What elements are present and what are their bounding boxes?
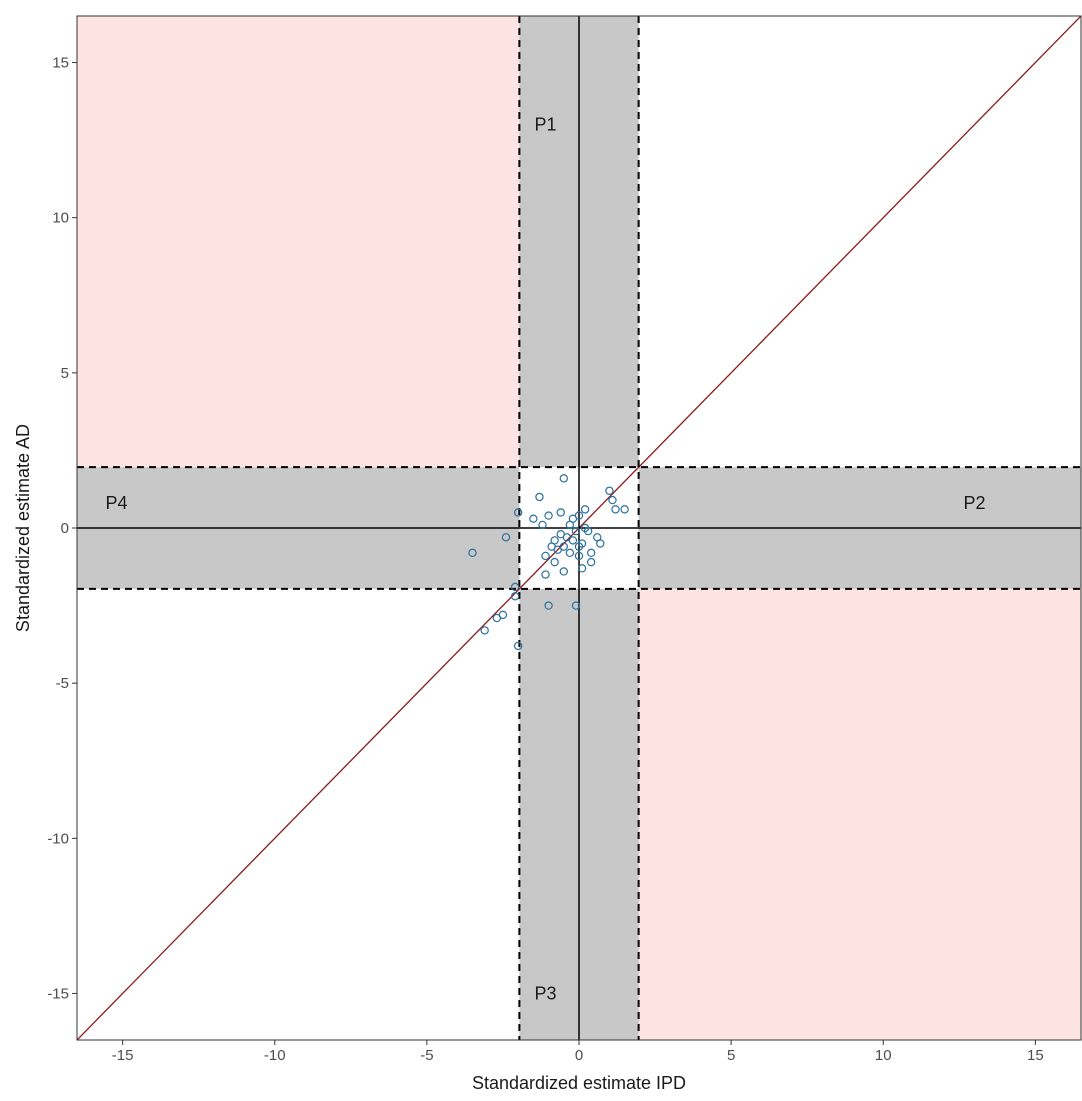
x-tick-label: 0 (575, 1047, 583, 1064)
data-point (580, 505, 590, 514)
region-label-layer: P1 P2 P3 P4 (106, 115, 986, 1004)
data-point (501, 533, 511, 542)
data-point (605, 486, 614, 495)
data-point (620, 505, 629, 514)
data-point (574, 551, 584, 561)
data-point (541, 570, 550, 579)
x-tick-label: -15 (112, 1047, 134, 1064)
region-label-p1: P1 (535, 115, 557, 135)
data-point (583, 526, 593, 536)
data-point (513, 508, 523, 517)
y-tick-label: -5 (56, 675, 69, 692)
data-point (550, 557, 559, 567)
discordant-region-bottom-right (638, 588, 1081, 1040)
threshold-lines (77, 16, 1081, 1040)
discordant-region-top-left (77, 16, 520, 468)
data-point (541, 551, 550, 561)
data-point (574, 542, 584, 551)
data-point (550, 536, 559, 545)
region-label-p4: P4 (106, 493, 128, 513)
data-point (565, 520, 575, 530)
data-point (529, 514, 538, 523)
y-tick-label: 10 (52, 210, 69, 227)
data-point (492, 613, 502, 623)
x-tick-label: 5 (727, 1047, 735, 1064)
data-point (611, 505, 620, 514)
data-point (577, 564, 587, 573)
x-axis: -15 -10 -5 0 5 10 15 (112, 1040, 1044, 1064)
data-point (586, 557, 596, 567)
data-point (556, 508, 565, 517)
data-point (513, 641, 523, 651)
x-tick-label: -5 (420, 1047, 433, 1064)
y-axis-title: Standardized estimate AD (13, 424, 33, 632)
region-label-p2: P2 (963, 493, 985, 513)
y-tick-label: 0 (61, 520, 69, 537)
data-point (556, 530, 565, 539)
data-point (544, 601, 553, 610)
data-point (586, 548, 596, 558)
y-tick-label: 5 (61, 365, 69, 382)
y-axis: -15 -10 -5 0 5 10 15 (47, 55, 77, 1002)
y-tick-label: -15 (47, 985, 69, 1002)
data-point (571, 601, 581, 610)
point-layer (468, 474, 629, 651)
data-point (468, 548, 477, 558)
y-tick-label: -10 (47, 830, 69, 847)
data-point (559, 567, 568, 576)
x-tick-label: 10 (875, 1047, 892, 1064)
region-label-p3: P3 (535, 983, 557, 1003)
data-point (596, 539, 605, 548)
x-tick-label: -10 (264, 1047, 286, 1064)
data-point (565, 548, 575, 558)
data-point (559, 474, 568, 483)
y-tick-label: 15 (52, 55, 69, 72)
data-point (574, 511, 584, 520)
x-tick-label: 15 (1027, 1047, 1044, 1064)
data-point (571, 526, 581, 536)
data-point (510, 592, 520, 601)
data-point (568, 536, 578, 545)
data-point (544, 511, 553, 520)
x-axis-title: Standardized estimate IPD (472, 1073, 686, 1093)
data-point (480, 626, 489, 635)
data-point (510, 582, 520, 592)
data-point (535, 492, 544, 502)
data-point (608, 495, 617, 505)
data-point (538, 520, 547, 530)
